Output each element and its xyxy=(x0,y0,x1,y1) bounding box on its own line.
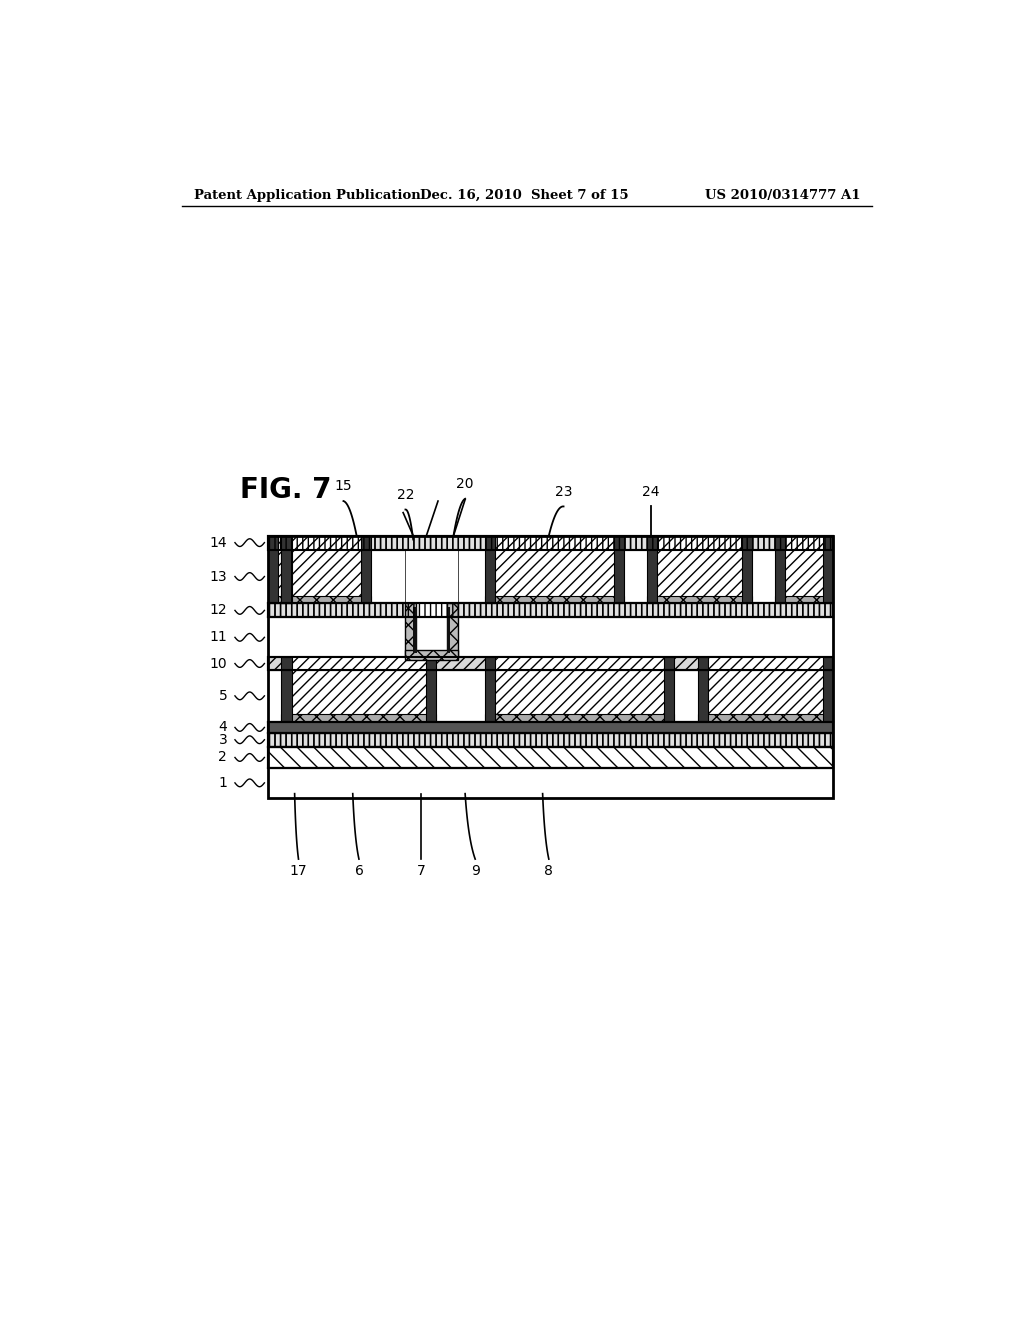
Bar xyxy=(484,714,675,722)
Bar xyxy=(278,536,281,595)
Bar xyxy=(267,722,834,733)
Bar xyxy=(278,536,281,595)
Bar xyxy=(657,536,741,595)
Bar xyxy=(282,595,371,603)
Bar xyxy=(267,669,834,722)
Bar xyxy=(495,536,614,595)
Bar xyxy=(406,549,458,603)
Text: 11: 11 xyxy=(210,631,227,644)
Text: 14: 14 xyxy=(210,536,227,549)
Bar xyxy=(292,657,426,714)
Bar xyxy=(708,657,823,714)
Bar xyxy=(495,657,665,714)
Bar xyxy=(267,549,834,603)
Bar xyxy=(708,657,823,714)
Bar xyxy=(267,722,834,733)
Bar xyxy=(267,768,834,797)
Bar xyxy=(741,536,752,603)
Text: 6: 6 xyxy=(354,863,364,878)
Bar xyxy=(614,536,624,603)
Bar xyxy=(406,603,417,657)
Bar xyxy=(282,657,292,722)
Bar xyxy=(267,657,834,669)
Bar xyxy=(414,607,417,653)
Bar xyxy=(267,536,278,603)
Text: Dec. 16, 2010  Sheet 7 of 15: Dec. 16, 2010 Sheet 7 of 15 xyxy=(421,189,629,202)
Bar xyxy=(267,536,834,797)
Bar xyxy=(281,536,291,603)
Bar xyxy=(267,536,834,549)
Bar xyxy=(495,536,614,595)
Bar xyxy=(406,649,458,660)
Text: 23: 23 xyxy=(555,484,572,499)
Bar xyxy=(647,536,657,603)
Bar xyxy=(267,747,834,768)
Text: Patent Application Publication: Patent Application Publication xyxy=(194,189,421,202)
Bar xyxy=(484,657,495,722)
Bar xyxy=(406,549,458,603)
Bar xyxy=(292,657,426,714)
Bar xyxy=(495,657,665,714)
Bar xyxy=(267,733,834,747)
Text: 24: 24 xyxy=(642,484,659,499)
Text: 4: 4 xyxy=(218,721,227,734)
Text: 13: 13 xyxy=(210,569,227,583)
Text: 3: 3 xyxy=(218,733,227,747)
Text: 2: 2 xyxy=(218,751,227,764)
Bar xyxy=(426,657,436,722)
Text: 12: 12 xyxy=(210,603,227,618)
Bar xyxy=(267,603,834,618)
Bar xyxy=(267,657,834,669)
Bar xyxy=(823,657,834,722)
Bar xyxy=(484,595,624,603)
Text: 20: 20 xyxy=(457,477,474,491)
Text: 5: 5 xyxy=(218,689,227,702)
Text: 15: 15 xyxy=(335,479,352,494)
Text: 7: 7 xyxy=(417,863,425,878)
Text: 1: 1 xyxy=(218,776,227,789)
Bar xyxy=(785,536,823,595)
Bar xyxy=(267,595,291,603)
Bar xyxy=(267,536,834,549)
Bar xyxy=(267,722,834,733)
Bar xyxy=(267,733,834,747)
Bar xyxy=(785,536,823,595)
Bar xyxy=(823,536,834,603)
Bar xyxy=(292,536,360,595)
Text: 17: 17 xyxy=(290,863,307,878)
Bar xyxy=(647,595,752,603)
Bar xyxy=(775,595,834,603)
Bar xyxy=(665,657,675,722)
Bar xyxy=(417,603,447,655)
Bar xyxy=(446,607,451,653)
Bar xyxy=(267,603,834,618)
Bar xyxy=(282,536,292,603)
Bar xyxy=(447,603,458,657)
Bar xyxy=(775,536,785,603)
Text: 22: 22 xyxy=(396,488,414,502)
Text: US 2010/0314777 A1: US 2010/0314777 A1 xyxy=(705,189,860,202)
Text: 9: 9 xyxy=(471,863,479,878)
Text: 10: 10 xyxy=(210,656,227,671)
Bar xyxy=(292,536,360,595)
Text: 8: 8 xyxy=(545,863,553,878)
Bar xyxy=(267,747,834,768)
Bar xyxy=(484,536,495,603)
Bar xyxy=(267,618,834,657)
Bar xyxy=(360,536,371,603)
Bar xyxy=(267,536,834,797)
Bar xyxy=(697,657,708,722)
Bar xyxy=(282,714,436,722)
Bar xyxy=(657,536,741,595)
Text: FIG. 7: FIG. 7 xyxy=(241,475,332,503)
Bar xyxy=(697,714,834,722)
